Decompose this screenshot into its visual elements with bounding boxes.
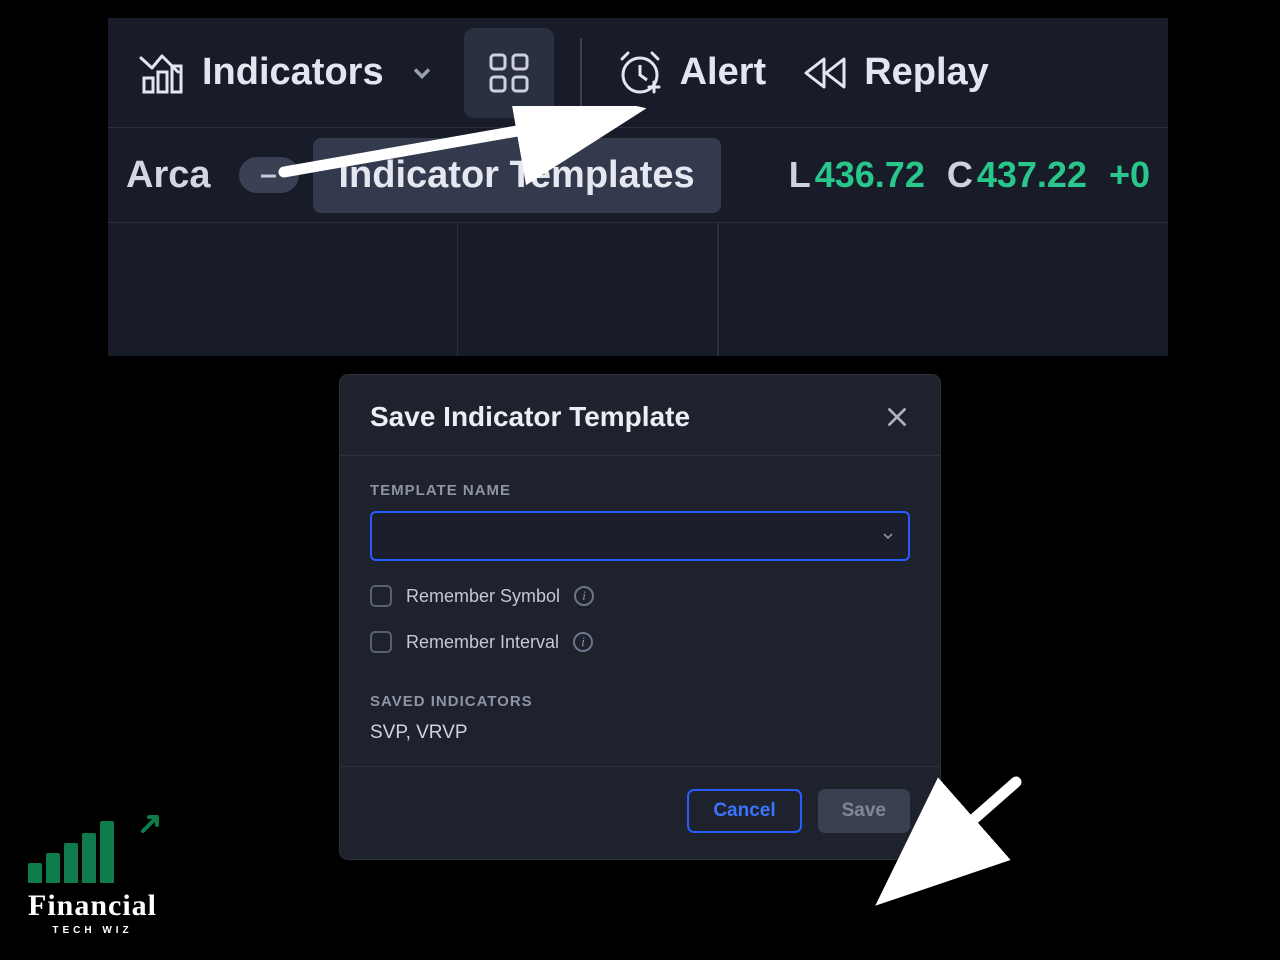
save-button[interactable]: Save — [818, 789, 910, 833]
remember-symbol-checkbox[interactable] — [370, 585, 392, 607]
change-value: +0 — [1109, 154, 1150, 196]
close-label: C — [947, 154, 973, 196]
low-label: L — [789, 154, 811, 196]
indicators-icon — [138, 50, 188, 96]
low-value: 436.72 — [815, 154, 925, 196]
exchange-name: Arca — [126, 154, 211, 197]
saved-indicators-label: SAVED INDICATORS — [370, 693, 910, 710]
replay-button[interactable]: Replay — [788, 41, 1001, 104]
saved-indicators-list: SVP, VRVP — [370, 722, 910, 744]
grid-icon — [485, 49, 533, 97]
rewind-icon — [800, 53, 850, 93]
toolbar-screenshot: Indicators Alert — [108, 18, 1168, 356]
indicators-label: Indicators — [202, 51, 384, 94]
chart-row — [108, 223, 1168, 356]
remember-symbol-row: Remember Symbol i — [370, 585, 910, 607]
remember-interval-row: Remember Interval i — [370, 631, 910, 653]
chevron-down-icon[interactable] — [408, 59, 436, 87]
logo-text-2: TECH WIZ — [28, 925, 157, 936]
chevron-down-icon[interactable] — [880, 528, 896, 544]
dialog-title: Save Indicator Template — [370, 401, 690, 433]
main-toolbar: Indicators Alert — [108, 18, 1168, 128]
close-icon[interactable] — [884, 404, 910, 430]
alert-button[interactable]: Alert — [602, 39, 779, 107]
template-name-input[interactable] — [370, 511, 910, 561]
alert-label: Alert — [680, 51, 767, 94]
indicator-templates-button[interactable] — [464, 28, 554, 118]
symbol-info-row: Arca – Indicator Templates L 436.72 C 43… — [108, 128, 1168, 223]
toolbar-separator — [580, 38, 582, 108]
logo-bars-icon — [28, 821, 157, 883]
remember-interval-label: Remember Interval — [406, 632, 559, 653]
indicators-button[interactable]: Indicators — [126, 40, 448, 106]
watermark-logo: Financial TECH WIZ — [28, 821, 157, 936]
info-icon[interactable]: i — [573, 632, 593, 652]
collapse-pill[interactable]: – — [239, 157, 299, 193]
remember-interval-checkbox[interactable] — [370, 631, 392, 653]
close-value: 437.22 — [977, 154, 1087, 196]
logo-text-1: Financial — [28, 889, 157, 923]
templates-tooltip: Indicator Templates — [313, 138, 721, 213]
ohlc-readout: L 436.72 C 437.22 +0 — [789, 154, 1150, 196]
replay-label: Replay — [864, 51, 989, 94]
template-name-label: TEMPLATE NAME — [370, 482, 910, 499]
remember-symbol-label: Remember Symbol — [406, 586, 560, 607]
save-template-dialog: Save Indicator Template TEMPLATE NAME Re… — [340, 375, 940, 859]
cancel-button[interactable]: Cancel — [687, 789, 801, 833]
info-icon[interactable]: i — [574, 586, 594, 606]
alarm-icon — [614, 49, 666, 97]
